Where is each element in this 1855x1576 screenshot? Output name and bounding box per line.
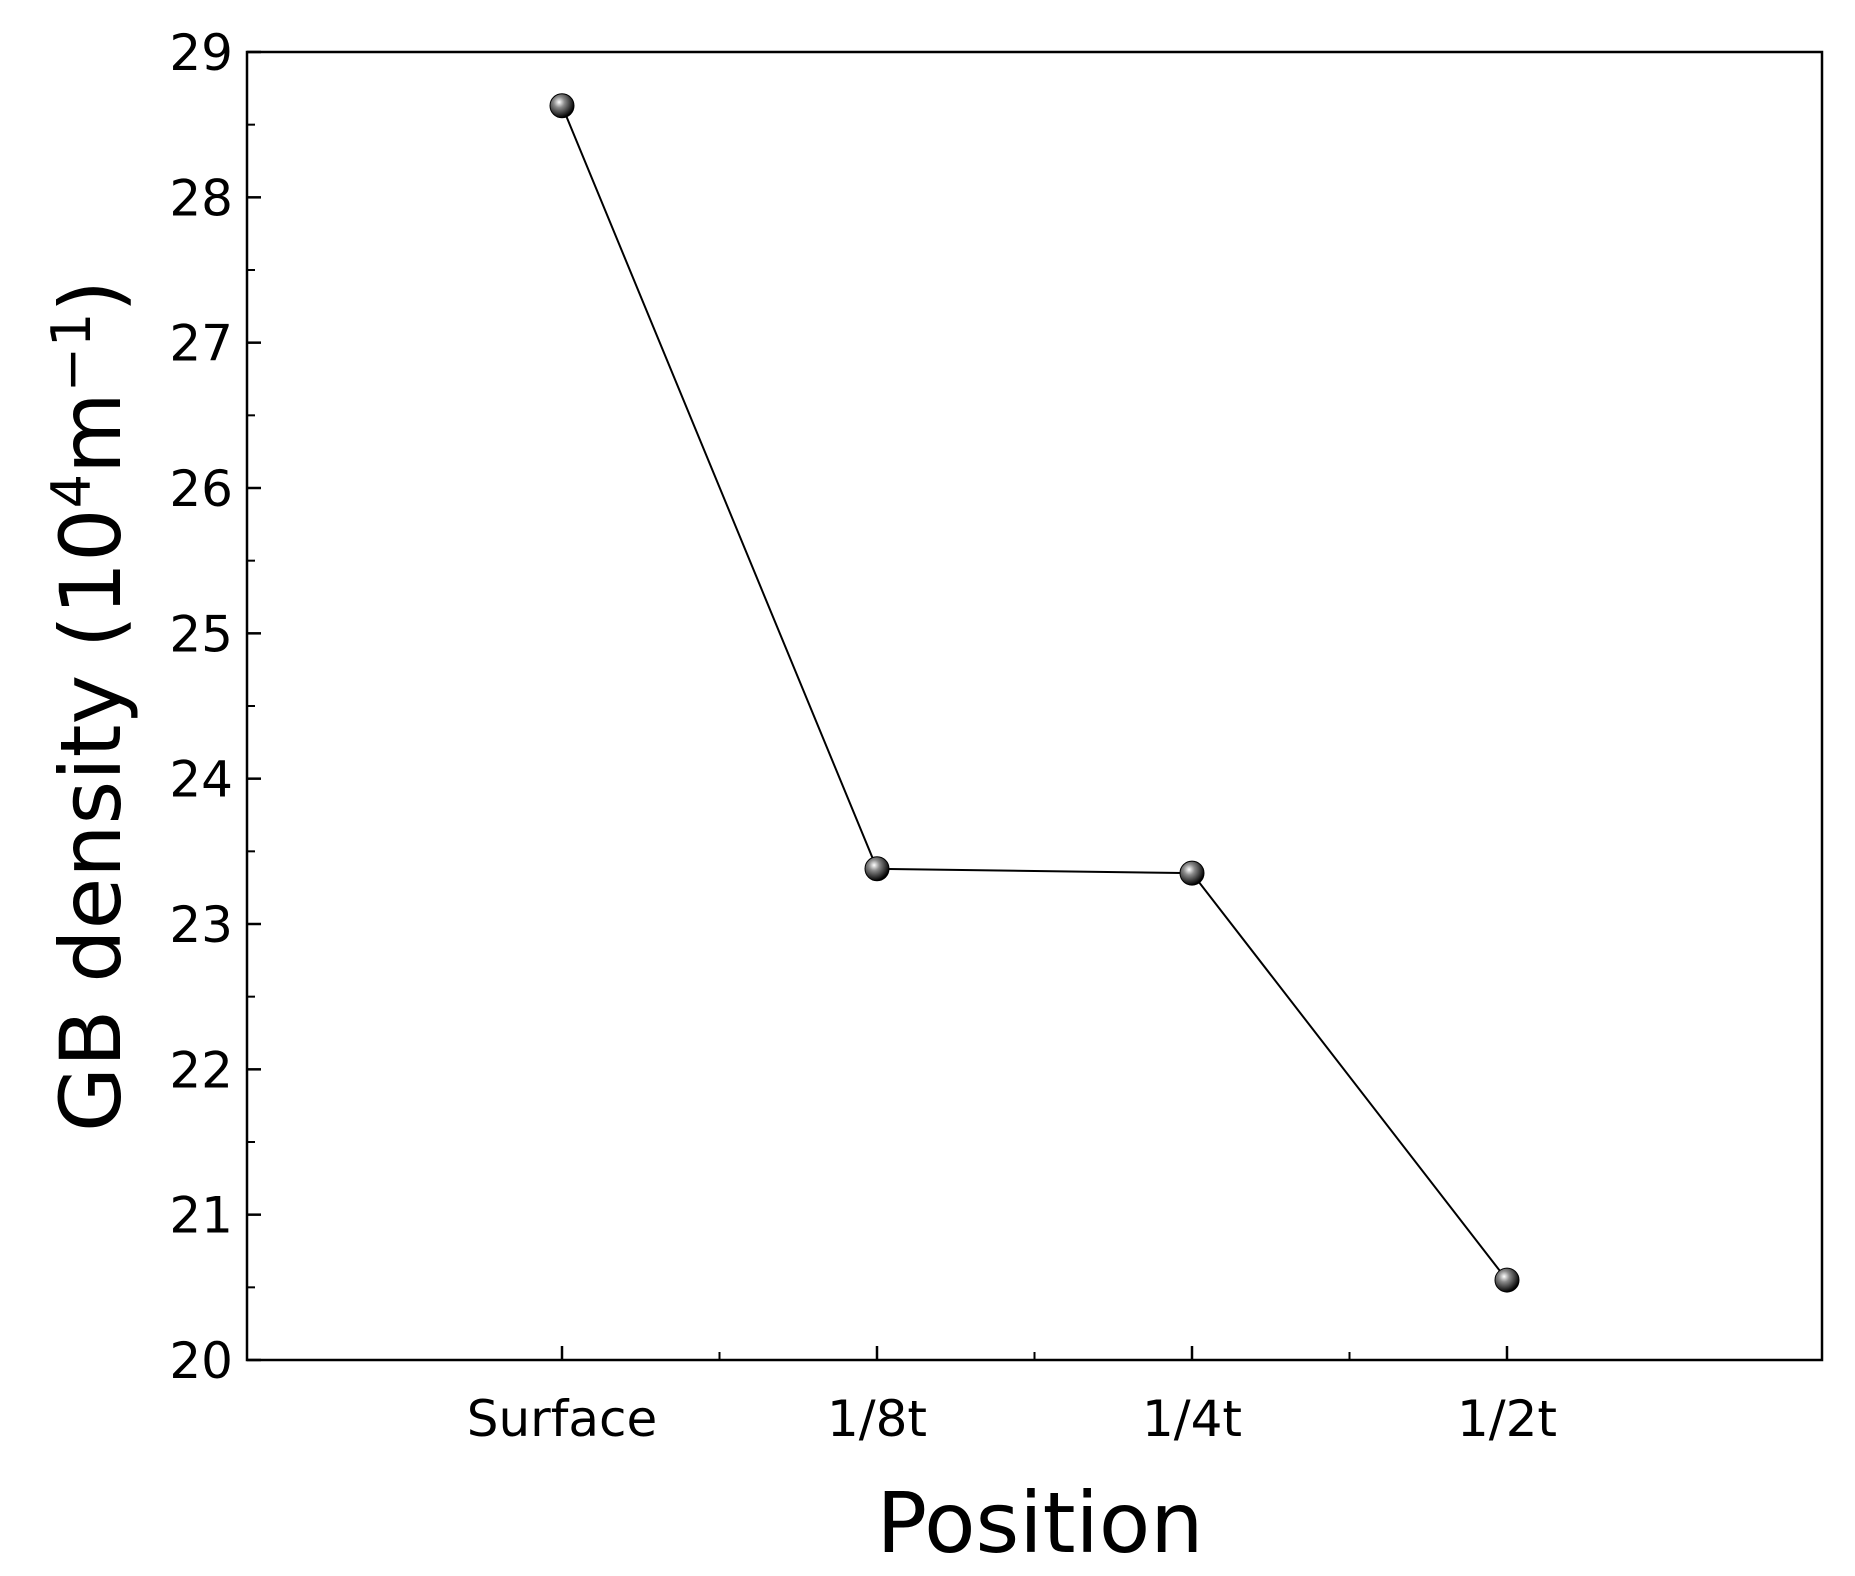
y-axis-title-prefix: GB density (10: [42, 508, 140, 1132]
y-axis-title-sup1: 4: [40, 474, 103, 508]
y-axis: 20 21 22 23 24 25 26 27 28 29: [169, 24, 261, 1390]
series-line: [561, 105, 1508, 1281]
x-axis-title: Position: [876, 1474, 1203, 1572]
x-axis: Surface 1/8t 1/4t 1/2t: [467, 1346, 1557, 1448]
y-tick-label: 24: [169, 751, 233, 809]
x-tick-label: Surface: [467, 1390, 657, 1448]
y-tick-label: 26: [169, 460, 233, 518]
y-axis-title-sup2: −1: [40, 313, 103, 393]
y-axis-title: GB density (104m−1): [40, 280, 140, 1132]
x-tick-label: 1/8t: [827, 1390, 927, 1448]
y-axis-title-mid: m: [42, 392, 140, 474]
data-point: [1179, 860, 1205, 886]
y-tick-label: 20: [169, 1332, 233, 1390]
y-tick-label: 21: [169, 1187, 233, 1245]
plot-frame: [245, 50, 1824, 1362]
x-tick-label: 1/4t: [1142, 1390, 1242, 1448]
data-point: [549, 93, 575, 119]
data-point: [1494, 1267, 1520, 1293]
y-axis-title-suffix: ): [42, 280, 140, 313]
y-tick-label: 22: [169, 1041, 233, 1099]
y-tick-label: 25: [169, 605, 233, 663]
y-tick-label: 23: [169, 896, 233, 954]
data-point: [864, 856, 890, 882]
x-tick-label: 1/2t: [1457, 1390, 1557, 1448]
y-tick-label: 28: [169, 169, 233, 227]
y-tick-label: 29: [169, 24, 233, 82]
series-markers: [549, 93, 1520, 1293]
y-tick-label: 27: [169, 315, 233, 373]
